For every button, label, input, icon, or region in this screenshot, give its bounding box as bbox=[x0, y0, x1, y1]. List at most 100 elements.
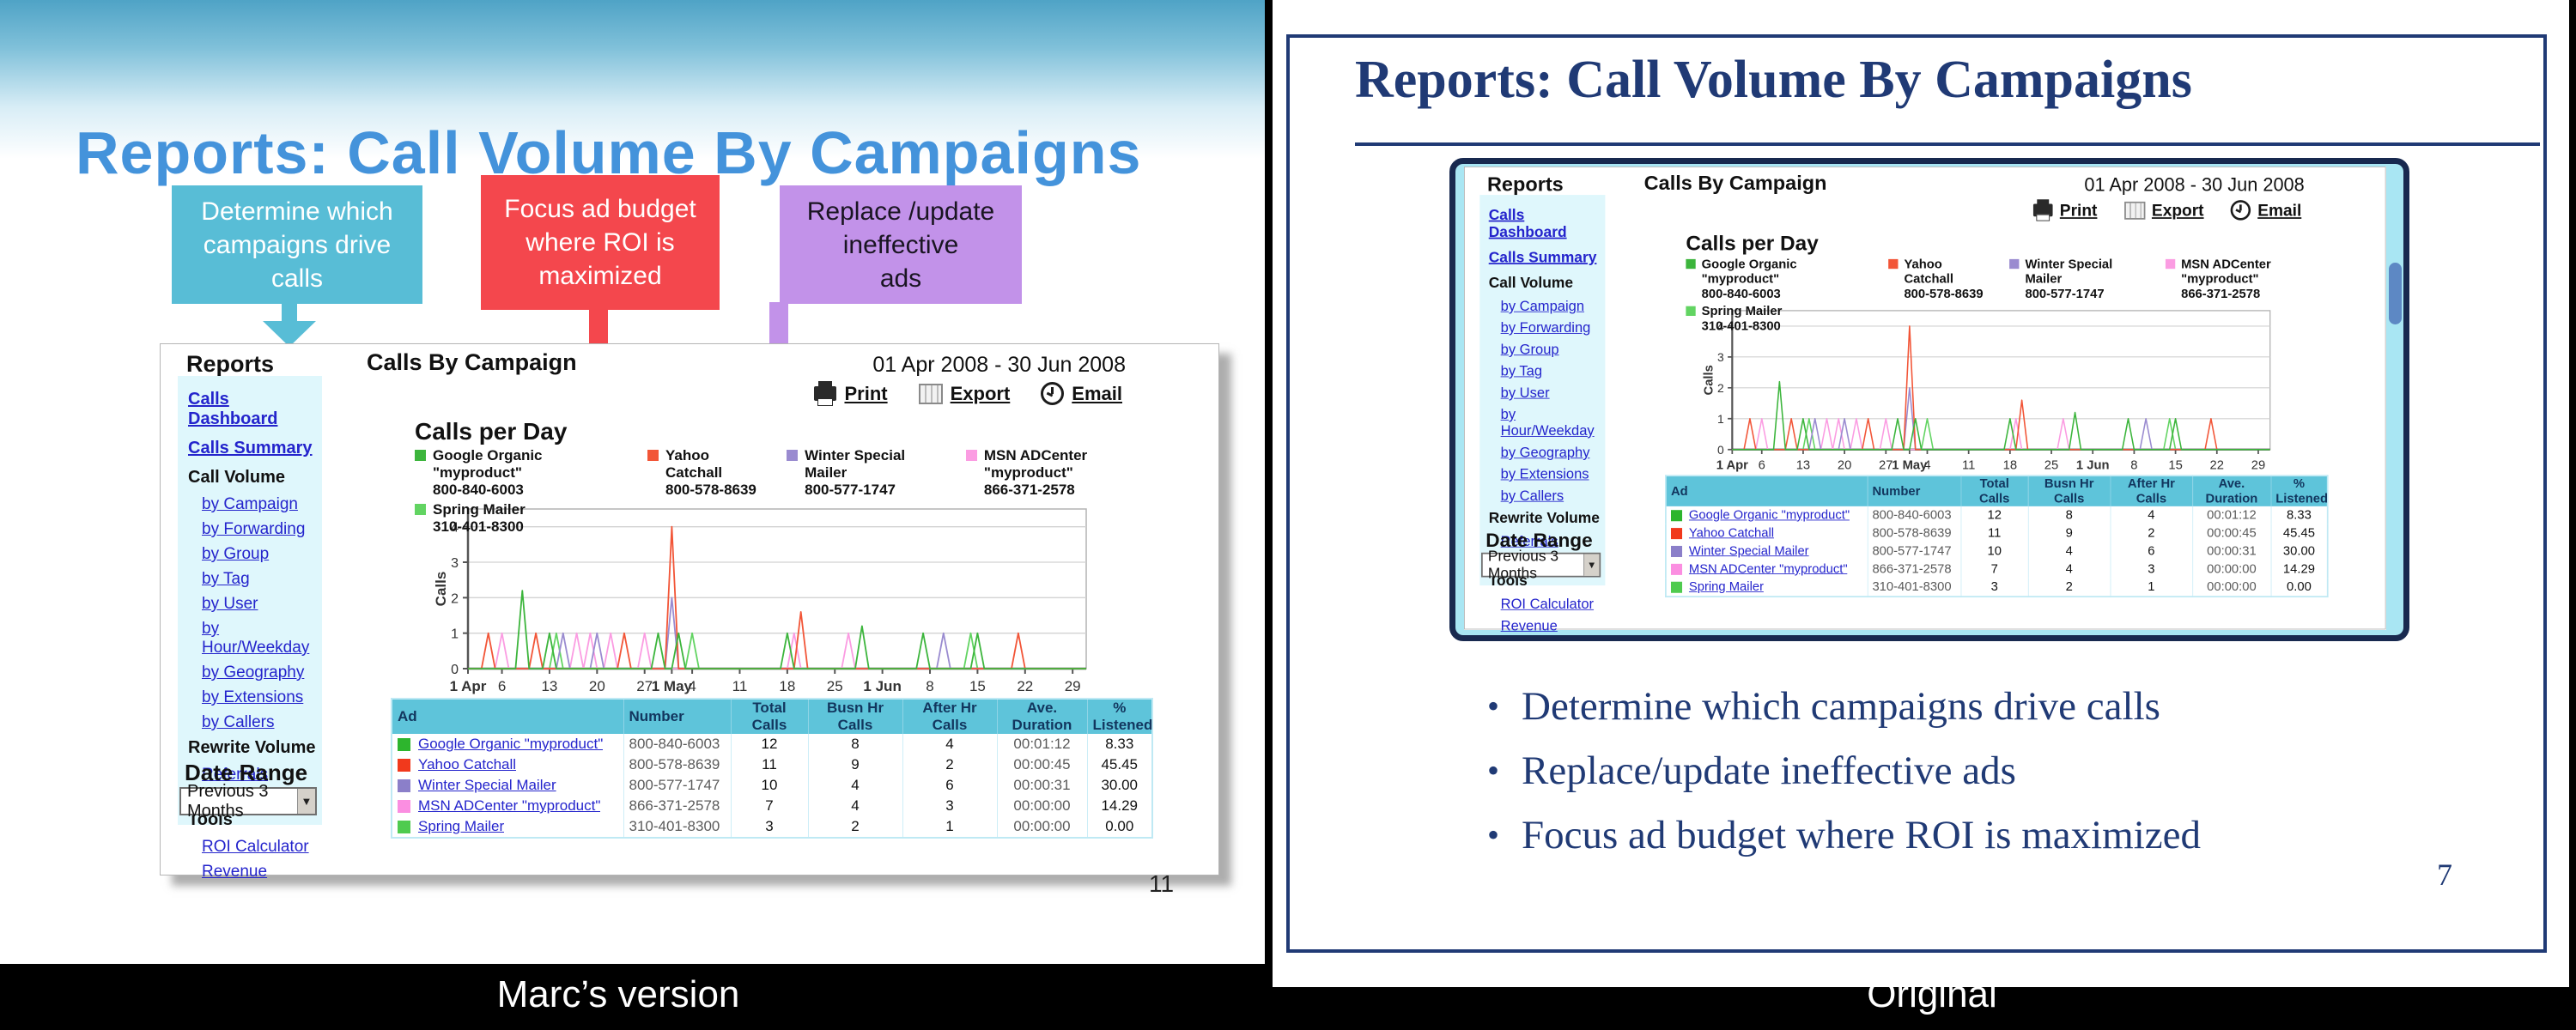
sidebar-link-by-geography[interactable]: by Geography bbox=[1500, 445, 1590, 461]
export-label: Export bbox=[2151, 200, 2204, 220]
ad-link-yahoo-catchall[interactable]: Yahoo Catchall bbox=[418, 756, 517, 772]
svg-text:20: 20 bbox=[589, 678, 605, 694]
email-link[interactable]: Email bbox=[1041, 382, 1122, 405]
legend-swatch-icon bbox=[1686, 306, 1696, 317]
legend-item-winter-special-mailer: Winter Special Mailer 800-577-1747 bbox=[787, 447, 944, 499]
legend-item-yahoo-catchall: Yahoo Catchall 800-578-8639 bbox=[1888, 257, 1990, 301]
svg-text:0: 0 bbox=[451, 663, 459, 677]
title-underline bbox=[1355, 142, 2540, 146]
table-row-msn-adcenter-myproduct: MSN ADCenter "myproduct" 866-371-2578 7 4 3 0… bbox=[392, 796, 1153, 816]
left-page-number: 11 bbox=[1149, 870, 1175, 897]
ad-swatch-icon bbox=[398, 799, 410, 813]
ad-link-msn-adcenter-myproduct[interactable]: MSN ADCenter "myproduct" bbox=[1688, 561, 1848, 576]
sidebar-link-roi-calculator[interactable]: ROI Calculator bbox=[1500, 597, 1595, 613]
ad-link-winter-special-mailer[interactable]: Winter Special Mailer bbox=[418, 777, 556, 793]
sidebar-link-by-extensions[interactable]: by Extensions bbox=[1500, 466, 1589, 483]
sidebar-link-referrals[interactable]: Referrals bbox=[1500, 534, 1558, 550]
date-range-select[interactable]: Previous 3 Months ▼ bbox=[179, 782, 317, 821]
table-row-spring-mailer: Spring Mailer 310-401-8300 3 2 1 00:00:00 0.00 bbox=[392, 816, 1153, 838]
sidebar-link-calls-dashboard[interactable]: Calls Dashboard bbox=[1488, 206, 1567, 241]
table-row-winter-special-mailer: Winter Special Mailer 800-577-1747 10 4 6 00:… bbox=[392, 775, 1153, 796]
legend-text: MSN ADCenter "myproduct" 866-371-2578 bbox=[2181, 257, 2271, 301]
svg-text:29: 29 bbox=[1065, 678, 1081, 694]
legend-swatch-icon bbox=[787, 450, 799, 461]
sidebar-link-by-campaign[interactable]: by Campaign bbox=[202, 495, 298, 513]
legend-swatch-icon bbox=[965, 450, 977, 461]
report-actions: Print Export Email bbox=[814, 381, 1122, 406]
table-col-header-ave-duration: Ave. Duration bbox=[997, 699, 1088, 734]
print-link[interactable]: Print bbox=[2033, 199, 2097, 221]
legend-item-google-organic-myproduct: Google Organic "myproduct" 800-840-6003 bbox=[1686, 257, 1868, 301]
sidebar-link-by-user[interactable]: by User bbox=[1500, 385, 1550, 402]
dropdown-arrow-icon[interactable]: ▼ bbox=[1583, 554, 1600, 576]
bullet-text: Focus ad budget where ROI is maximized bbox=[1522, 813, 2202, 857]
dropdown-arrow-icon[interactable]: ▼ bbox=[296, 789, 315, 814]
svg-text:18: 18 bbox=[779, 678, 795, 694]
email-link[interactable]: Email bbox=[2230, 200, 2301, 221]
sidebar-link-by-tag[interactable]: by Tag bbox=[202, 570, 250, 588]
svg-text:1 May: 1 May bbox=[1892, 458, 1928, 472]
svg-text:25: 25 bbox=[827, 678, 843, 694]
sidebar-links: Calls Dashboard Calls Summary Call Volume b… bbox=[188, 390, 322, 882]
table-col-header-busn-hr-calls: Busn Hr Calls bbox=[808, 699, 903, 734]
ad-link-spring-mailer[interactable]: Spring Mailer bbox=[418, 818, 505, 834]
ad-link-winter-special-mailer[interactable]: Winter Special Mailer bbox=[1688, 543, 1809, 558]
ad-swatch-icon bbox=[398, 737, 410, 751]
series-line-msn-adcenter-myproduct bbox=[1732, 418, 2270, 451]
print-link[interactable]: Print bbox=[814, 381, 888, 406]
scrollbar-thumb[interactable] bbox=[2389, 263, 2402, 324]
date-range-select[interactable]: Previous 3 Months ▼ bbox=[1481, 548, 1601, 581]
sidebar-link-by-group[interactable]: by Group bbox=[202, 545, 270, 563]
table-row-winter-special-mailer: Winter Special Mailer 800-577-1747 10 4 6 00:… bbox=[1665, 542, 2329, 560]
ad-link-google-organic-myproduct[interactable]: Google Organic "myproduct" bbox=[1688, 507, 1850, 523]
table-col-header-after-hr-calls: After Hr Calls bbox=[2110, 476, 2193, 506]
sidebar-link-referrals[interactable]: Referrals bbox=[202, 766, 269, 784]
sidebar-link-by-hour-weekday[interactable]: by Hour/Weekday bbox=[1500, 407, 1595, 439]
slide-border bbox=[1286, 34, 2547, 953]
sidebar-link-revenue[interactable]: Revenue bbox=[202, 863, 268, 881]
sidebar-link-calls-dashboard[interactable]: Calls Dashboard bbox=[188, 390, 278, 428]
email-label: Email bbox=[1072, 382, 1122, 404]
svg-text:2: 2 bbox=[1717, 381, 1724, 395]
ad-link-yahoo-catchall[interactable]: Yahoo Catchall bbox=[1688, 525, 1775, 540]
sidebar-link-by-extensions[interactable]: by Extensions bbox=[202, 688, 304, 706]
dashboard-brand: Reports bbox=[186, 351, 275, 377]
legend-text: Yahoo Catchall 800-578-8639 bbox=[665, 447, 756, 499]
svg-text:11: 11 bbox=[732, 678, 748, 694]
svg-text:1 Jun: 1 Jun bbox=[2076, 458, 2110, 472]
dashboard-window-content: Reports Calls By Campaign 01 Apr 2008 - … bbox=[1464, 167, 2386, 634]
sidebar-link-roi-calculator[interactable]: ROI Calculator bbox=[202, 838, 309, 856]
bullet-item: Focus ad budget where ROI is maximized bbox=[1487, 812, 2201, 858]
export-link[interactable]: Export bbox=[918, 382, 1010, 405]
bullet-item: Determine which campaigns drive calls bbox=[1487, 683, 2201, 730]
series-line-google-organic-myproduct bbox=[1732, 380, 2270, 451]
ad-link-spring-mailer[interactable]: Spring Mailer bbox=[1688, 579, 1765, 594]
legend-item-msn-adcenter-myproduct: MSN ADCenter "myproduct" 866-371-2578 bbox=[2165, 257, 2343, 301]
sidebar-link-calls-summary[interactable]: Calls Summary bbox=[188, 439, 313, 457]
legend-item-msn-adcenter-myproduct: MSN ADCenter "myproduct" 866-371-2578 bbox=[965, 447, 1170, 499]
svg-text:18: 18 bbox=[2003, 458, 2017, 472]
svg-text:1: 1 bbox=[1717, 412, 1724, 426]
table-row-spring-mailer: Spring Mailer 310-401-8300 3 2 1 00:00:00 0.00 bbox=[1665, 578, 2329, 597]
sidebar-link-by-geography[interactable]: by Geography bbox=[202, 663, 305, 682]
sidebar-link-by-tag[interactable]: by Tag bbox=[1500, 363, 1543, 379]
sidebar-link-by-campaign[interactable]: by Campaign bbox=[1500, 298, 1585, 315]
svg-text:Calls: Calls bbox=[1703, 365, 1716, 395]
sidebar-link-by-callers[interactable]: by Callers bbox=[202, 713, 275, 731]
sidebar-link-calls-summary[interactable]: Calls Summary bbox=[1488, 249, 1597, 266]
sidebar-link-by-forwarding[interactable]: by Forwarding bbox=[202, 520, 306, 538]
ad-link-google-organic-myproduct[interactable]: Google Organic "myproduct" bbox=[418, 736, 604, 752]
sidebar-link-by-forwarding[interactable]: by Forwarding bbox=[1500, 320, 1591, 336]
svg-text:2: 2 bbox=[451, 591, 459, 606]
table-col-header-after-hr-calls: After Hr Calls bbox=[902, 699, 998, 734]
sidebar-link-by-user[interactable]: by User bbox=[202, 595, 258, 613]
sidebar-link-revenue[interactable]: Revenue bbox=[1500, 618, 1558, 634]
export-link[interactable]: Export bbox=[2123, 200, 2204, 220]
ad-link-msn-adcenter-myproduct[interactable]: MSN ADCenter "myproduct" bbox=[418, 797, 601, 814]
sidebar-link-by-hour-weekday[interactable]: by Hour/Weekday bbox=[202, 620, 310, 657]
legend-text: Google Organic "myproduct" 800-840-6003 bbox=[1701, 257, 1797, 301]
right-page-number: 7 bbox=[2437, 857, 2452, 892]
sidebar-link-by-callers[interactable]: by Callers bbox=[1500, 488, 1564, 505]
sidebar-link-by-group[interactable]: by Group bbox=[1500, 342, 1559, 358]
export-grid-icon bbox=[2123, 201, 2146, 220]
